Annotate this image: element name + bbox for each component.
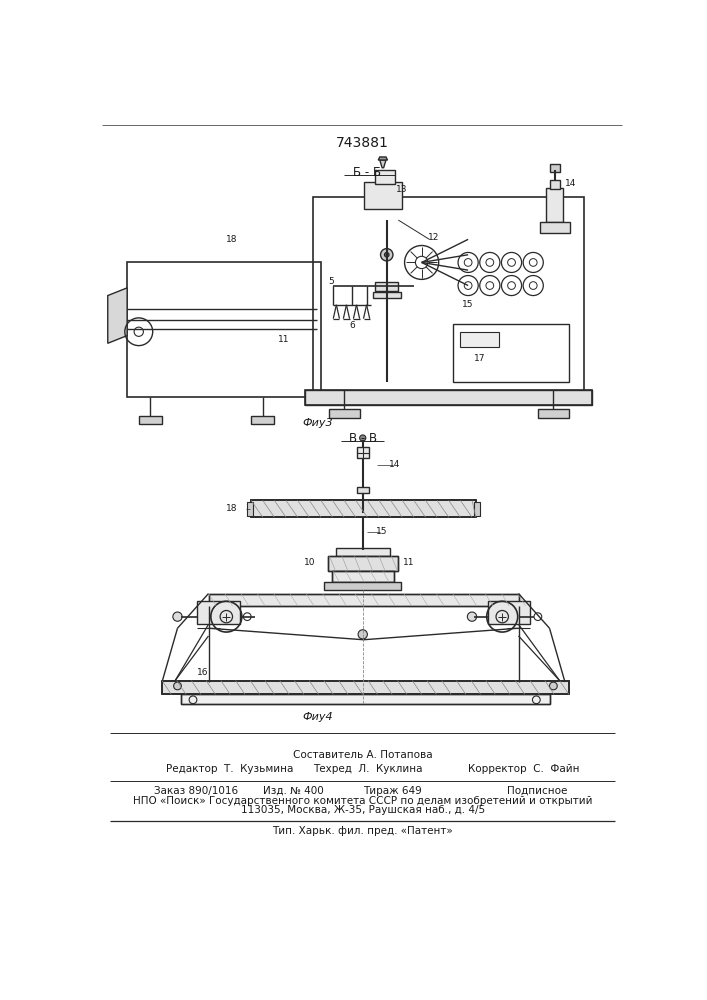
Bar [550,180,559,189]
Text: 15: 15 [375,527,387,536]
Bar [251,416,274,424]
Bar [375,282,398,291]
Bar [182,694,549,704]
Text: Фиу3: Фиу3 [303,418,333,428]
Polygon shape [380,160,386,168]
Circle shape [549,682,557,690]
Polygon shape [107,288,127,343]
Bar [363,182,402,209]
Text: 743881: 743881 [337,136,389,150]
Bar [209,594,518,606]
Bar [324,582,402,590]
Bar [336,548,390,556]
Text: Редактор  Т.  Кузьмина: Редактор Т. Кузьмина [166,764,293,774]
Bar [162,681,569,694]
Text: В - В: В - В [349,432,377,445]
Circle shape [385,252,389,257]
Text: Заказ 890/1016: Заказ 890/1016 [154,786,238,796]
Text: Тип. Харьк. фил. пред. «Патент»: Тип. Харьк. фил. пред. «Патент» [272,826,453,836]
Text: Тираж 649: Тираж 649 [363,786,422,796]
Text: 10: 10 [303,558,315,567]
Bar [313,197,585,405]
Text: Б - Б: Б - Б [354,166,382,179]
Bar [182,694,549,704]
Bar [488,601,530,624]
Text: 15: 15 [462,300,474,309]
Bar [332,571,394,582]
Bar [540,222,570,233]
Bar [375,170,395,184]
Bar [305,389,592,405]
Bar [127,262,321,397]
Bar [251,500,476,517]
Bar [452,324,569,382]
Text: 113035, Москва, Ж-35, Раушская наб., д. 4/5: 113035, Москва, Ж-35, Раушская наб., д. … [240,805,485,815]
Text: 16: 16 [197,668,209,677]
Text: 14: 14 [565,179,576,188]
Circle shape [358,630,368,639]
Text: НПО «Поиск» Государственного комитета СССР по делам изобретений и открытий: НПО «Поиск» Государственного комитета СС… [133,796,592,806]
Text: 12: 12 [428,233,439,242]
Bar [197,601,240,624]
Bar [247,502,253,516]
Text: Изд. № 400: Изд. № 400 [263,786,324,796]
Text: Фиу4: Фиу4 [303,712,333,722]
Bar [538,409,569,418]
Bar [251,500,476,517]
Circle shape [360,435,366,441]
Text: 6: 6 [349,321,355,330]
Bar [546,188,563,222]
Bar [209,594,518,606]
Text: 11: 11 [278,335,289,344]
Bar [356,447,369,458]
Bar [329,409,360,418]
Bar [305,389,592,405]
Bar [328,556,397,571]
Text: 14: 14 [389,460,400,469]
Bar [549,164,561,172]
Text: 11: 11 [403,558,414,567]
Bar [328,556,397,571]
Text: Составитель А. Потапова: Составитель А. Потапова [293,750,433,760]
Bar [373,292,401,298]
Bar [162,681,569,694]
Text: 5: 5 [328,277,334,286]
Bar [356,487,369,493]
Bar [474,502,480,516]
Text: Подписное: Подписное [507,786,567,796]
Text: Техред  Л.  Куклина: Техред Л. Куклина [313,764,423,774]
Text: 17: 17 [474,354,486,363]
Text: 18: 18 [226,504,238,513]
Circle shape [174,682,182,690]
Text: 18: 18 [226,235,238,244]
Polygon shape [378,157,387,160]
Bar [139,416,162,424]
Circle shape [380,249,393,261]
Circle shape [467,612,477,621]
Bar [460,332,499,347]
Text: Корректор  С.  Файн: Корректор С. Файн [468,764,580,774]
Circle shape [173,612,182,621]
Bar [332,571,394,582]
Text: 13: 13 [396,185,407,194]
